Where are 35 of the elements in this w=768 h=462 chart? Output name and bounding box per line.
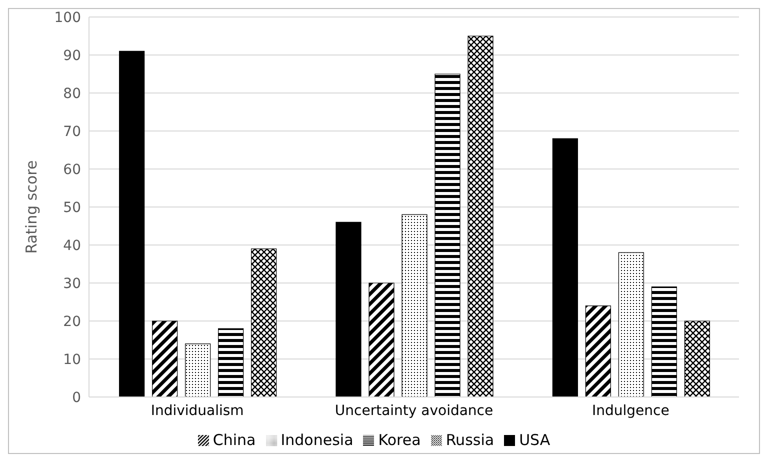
bar (185, 344, 211, 397)
y-tick-label: 50 (63, 200, 81, 216)
legend-label: Indonesia (280, 431, 354, 449)
y-tick-label: 40 (63, 238, 81, 254)
bar (651, 286, 677, 397)
bar (251, 248, 277, 397)
bar (368, 282, 394, 397)
bar (434, 74, 460, 397)
bar (152, 320, 178, 397)
y-tick-label: 0 (72, 390, 81, 406)
y-tick-label: 80 (63, 86, 81, 102)
y-tick-label: 60 (63, 162, 81, 178)
y-tick-label: 70 (63, 124, 81, 140)
y-tick-label: 10 (63, 352, 81, 368)
y-tick-label: 30 (63, 276, 81, 292)
y-axis-title: Rating score (22, 160, 40, 254)
bar (468, 36, 494, 397)
legend-label: China (212, 431, 256, 449)
legend-label: Russia (446, 431, 494, 449)
bar (684, 320, 710, 397)
bar (119, 50, 145, 397)
x-tick-label: Indulgence (592, 402, 670, 419)
x-tick-label: Individualism (150, 402, 244, 419)
y-tick-label: 20 (63, 314, 81, 330)
bar (618, 252, 644, 397)
bar (218, 328, 244, 397)
legend-label: USA (519, 431, 550, 449)
bar (402, 214, 428, 397)
y-tick-label: 100 (54, 10, 81, 26)
bar (552, 138, 578, 397)
legend-label: Korea (378, 431, 421, 449)
bar (585, 306, 611, 397)
bar (336, 222, 362, 397)
x-tick-label: Uncertainty avoidance (334, 402, 494, 419)
y-tick-label: 90 (63, 48, 81, 64)
